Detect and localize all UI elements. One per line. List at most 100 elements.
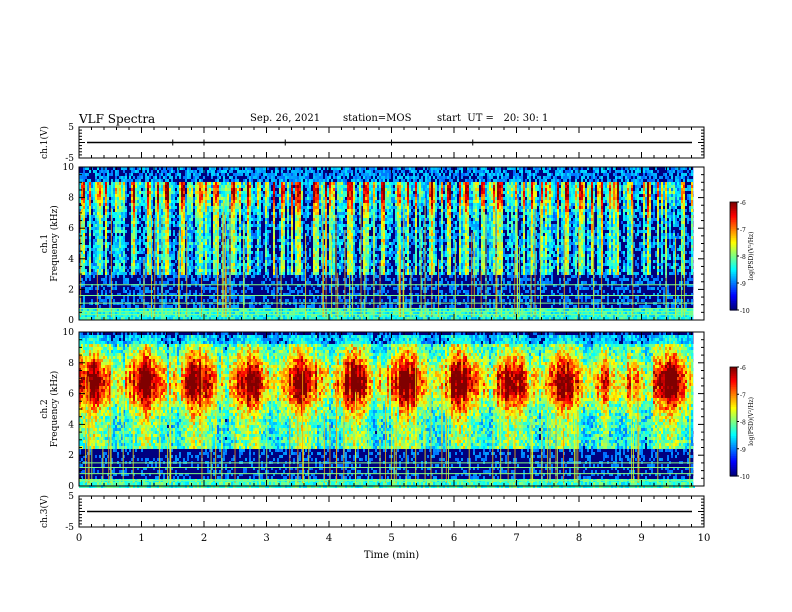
spectrogram-cell bbox=[213, 257, 215, 260]
spectrogram-cell bbox=[135, 245, 137, 248]
spectrogram-cell bbox=[225, 209, 227, 212]
spectrogram-cell bbox=[299, 179, 301, 182]
spectrogram-cell bbox=[197, 185, 199, 188]
spectrogram-cell bbox=[241, 200, 243, 203]
spectrogram-cell bbox=[123, 260, 125, 263]
spectrogram-cell bbox=[173, 281, 175, 284]
spectrogram-cell bbox=[261, 200, 263, 203]
spectrogram-cell bbox=[133, 212, 135, 215]
spectrogram-cell bbox=[197, 239, 199, 242]
spectrogram-cell bbox=[145, 272, 147, 275]
spectrogram-cell bbox=[137, 242, 139, 245]
spectrogram-cell bbox=[121, 254, 123, 257]
spectrogram-cell bbox=[263, 209, 265, 212]
spectrogram-cell bbox=[101, 209, 103, 212]
spectrogram-cell bbox=[83, 173, 85, 176]
spectrogram-cell bbox=[339, 260, 341, 263]
spectrogram-cell bbox=[213, 209, 215, 212]
spectrogram-cell bbox=[141, 260, 143, 263]
spectrogram-cell bbox=[255, 263, 257, 266]
spectrogram-cell bbox=[175, 239, 177, 242]
spectrogram-cell bbox=[317, 218, 319, 221]
spectrogram-cell bbox=[97, 185, 99, 188]
spectrogram-cell bbox=[235, 173, 237, 176]
spectrogram-cell bbox=[87, 221, 89, 224]
spectrogram-cell bbox=[131, 230, 133, 233]
spectrogram-cell bbox=[105, 296, 107, 299]
spectrogram-cell bbox=[265, 296, 267, 299]
spectrogram-cell bbox=[315, 227, 317, 230]
spectrogram-cell bbox=[203, 185, 205, 188]
spectrogram-cell bbox=[301, 188, 303, 191]
spectrogram-cell bbox=[287, 203, 289, 206]
spectrogram-cell bbox=[141, 173, 143, 176]
spectrogram-cell bbox=[157, 206, 159, 209]
spectrogram-cell bbox=[93, 230, 95, 233]
spectrogram-cell bbox=[283, 248, 285, 251]
spectrogram-cell bbox=[125, 188, 127, 191]
spectrogram-cell bbox=[239, 188, 241, 191]
spectrogram-cell bbox=[133, 218, 135, 221]
spectrogram-cell bbox=[123, 170, 125, 173]
spectrogram-cell bbox=[109, 299, 111, 302]
spectrogram-cell bbox=[329, 215, 331, 218]
spectrogram-cell bbox=[131, 251, 133, 254]
spectrogram-cell bbox=[171, 200, 173, 203]
spectrogram-cell bbox=[171, 215, 173, 218]
spectrogram-cell bbox=[325, 182, 327, 185]
spectrogram-cell bbox=[199, 257, 201, 260]
spectrogram-cell bbox=[171, 179, 173, 182]
spectrogram-cell bbox=[279, 194, 281, 197]
spectrogram-cell bbox=[207, 188, 209, 191]
spectrogram-cell bbox=[99, 215, 101, 218]
spectrogram-cell bbox=[295, 173, 297, 176]
spectrogram-cell bbox=[235, 194, 237, 197]
spectrogram-cell bbox=[93, 275, 95, 278]
spectrogram-cell bbox=[247, 191, 249, 194]
spectrogram-cell bbox=[329, 209, 331, 212]
spectrogram-1 bbox=[79, 167, 704, 320]
spectrogram-cell bbox=[83, 185, 85, 188]
spectrogram-cell bbox=[339, 194, 341, 197]
spectrogram-cell bbox=[307, 278, 309, 281]
spectrogram-cell bbox=[159, 227, 161, 230]
spectrogram-cell bbox=[267, 182, 269, 185]
spectrogram-cell bbox=[189, 290, 191, 293]
spectrogram-cell bbox=[149, 254, 151, 257]
spectrogram-cell bbox=[175, 305, 177, 308]
spectrogram-cell bbox=[219, 206, 221, 209]
spectrogram-cell bbox=[341, 203, 343, 206]
spectrogram-cell bbox=[259, 197, 261, 200]
spectrogram-cell bbox=[227, 179, 229, 182]
spectrogram-cell bbox=[179, 191, 181, 194]
spectrogram-cell bbox=[147, 254, 149, 257]
spectrogram-cell bbox=[125, 173, 127, 176]
spectrogram-cell bbox=[235, 275, 237, 278]
spectrogram-cell bbox=[281, 191, 283, 194]
spectrogram-cell bbox=[149, 248, 151, 251]
spectrogram-cell bbox=[191, 278, 193, 281]
spectrogram-cell bbox=[263, 212, 265, 215]
spectrogram-cell bbox=[285, 299, 287, 302]
spectrogram-cell bbox=[139, 245, 141, 248]
spectrogram-cell bbox=[155, 281, 157, 284]
spectrogram-cell bbox=[175, 236, 177, 239]
spectrogram-cell bbox=[239, 260, 241, 263]
spectrogram-cell bbox=[153, 215, 155, 218]
spectrogram-cell bbox=[167, 188, 169, 191]
spectrogram-cell bbox=[287, 185, 289, 188]
spectrogram-cell bbox=[113, 242, 115, 245]
spectrogram-cell bbox=[167, 269, 169, 272]
spectrogram-cell bbox=[239, 272, 241, 275]
spectrogram-cell bbox=[301, 224, 303, 227]
spectrogram-cell bbox=[137, 251, 139, 254]
spectrogram-cell bbox=[231, 266, 233, 269]
spectrogram-cell bbox=[267, 194, 269, 197]
spectrogram-cell bbox=[245, 266, 247, 269]
spectrogram-cell bbox=[291, 233, 293, 236]
spectrogram-cell bbox=[231, 251, 233, 254]
spectrogram-cell bbox=[99, 179, 101, 182]
spectrogram-cell bbox=[313, 239, 315, 242]
spectrogram-cell bbox=[205, 221, 207, 224]
spectrogram-cell bbox=[175, 206, 177, 209]
